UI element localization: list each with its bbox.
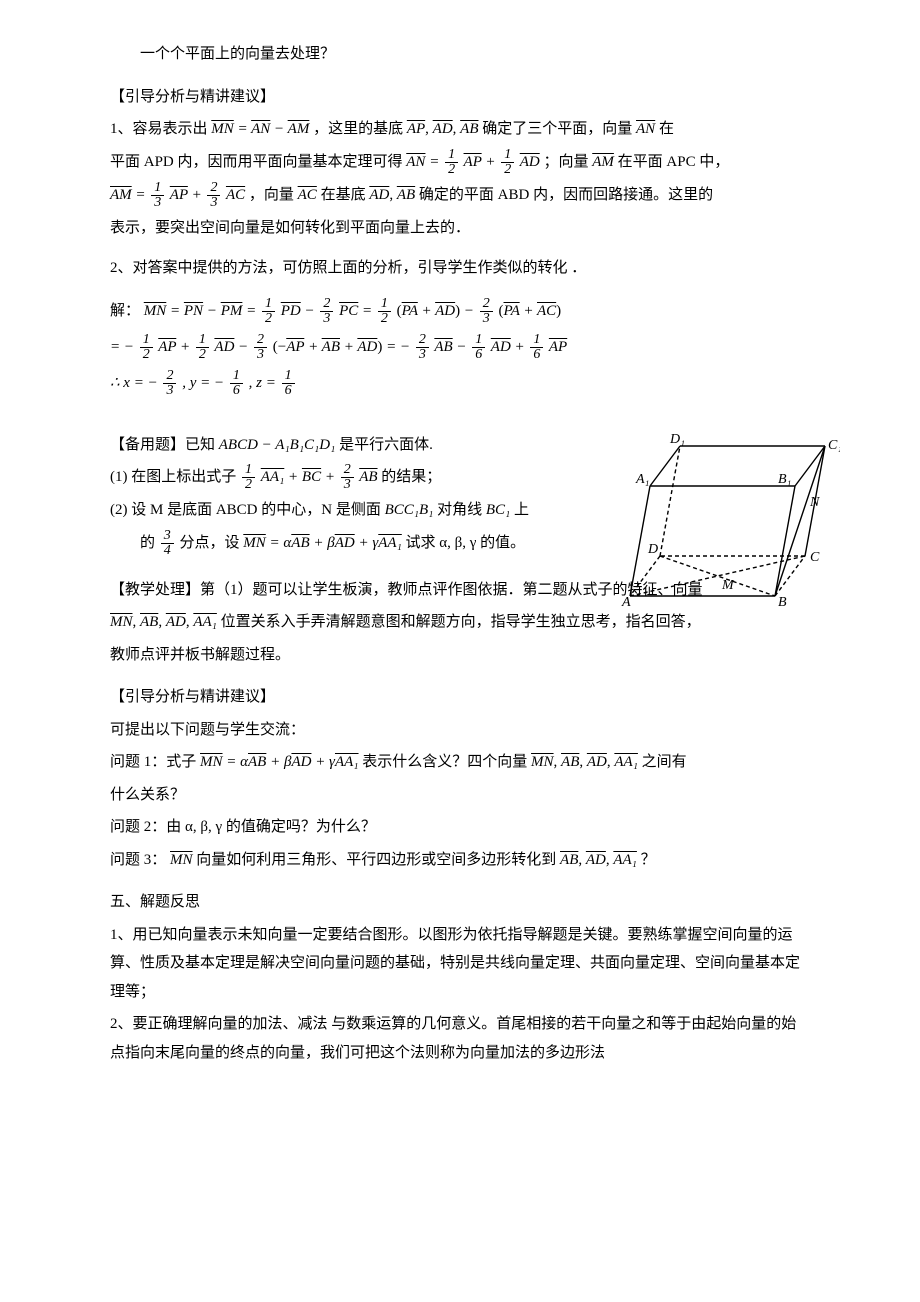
- question-1-l1: 问题 1：式子 MN = αAB + βAD + γAA₁ 表示什么含义？四个向…: [110, 748, 810, 777]
- fig-label-D1: D₁: [669, 432, 685, 447]
- guide2-intro: 可提出以下问题与学生交流：: [110, 716, 810, 745]
- solution-line-1: 解： MN = PN − PM = 12 PD − 23 PC = 12 (PA…: [110, 293, 810, 329]
- backup-problem-block: A B C D A₁ B₁ C₁ D₁ M N 【备用题】已知 ABCD − A…: [110, 431, 810, 558]
- question-1-l2: 什么关系？: [110, 781, 810, 810]
- para-1-line2: 平面 APD 内，因而用平面向量基本定理可得 AN = 12 AP + 12 A…: [110, 148, 810, 177]
- document-page: 一个个平面上的向量去处理？ 【引导分析与精讲建议】 1、容易表示出 MN = A…: [0, 0, 920, 1302]
- fragment-line: 一个个平面上的向量去处理？: [110, 40, 810, 69]
- fig-label-A: A: [621, 595, 631, 606]
- fig-label-C1: C₁: [828, 438, 840, 453]
- question-3: 问题 3： MN 向量如何利用三角形、平行四边形或空间多边形转化到 AB, AD…: [110, 846, 810, 875]
- section-guidance-1: 【引导分析与精讲建议】: [110, 83, 810, 112]
- teaching-l3: 教师点评并板书解题过程。: [110, 641, 810, 670]
- question-2: 问题 2：由 α, β, γ 的值确定吗？为什么？: [110, 813, 810, 842]
- fig-label-A1: A₁: [635, 472, 649, 487]
- parallelepiped-figure: A B C D A₁ B₁ C₁ D₁ M N: [600, 431, 840, 606]
- fig-label-C: C: [810, 550, 820, 565]
- fig-label-B: B: [778, 595, 787, 606]
- solution-line-3: ∴ x = − 23 , y = − 16 , z = 16: [110, 365, 810, 401]
- fig-label-B1: B₁: [778, 472, 791, 487]
- fig-label-N: N: [809, 495, 820, 510]
- fig-label-M: M: [721, 578, 735, 593]
- backup-q2-l1: (2) 设 M 是底面 ABCD 的中心，N 是侧面 BCC₁B₁ 对角线 BC…: [110, 496, 570, 525]
- para-2: 2、对答案中提供的方法，可仿照上面的分析，引导学生作类似的转化 ．: [110, 254, 810, 283]
- para-1-line3: AM = 13 AP + 23 AC ，向量 AC 在基底 AD, AB 确定的…: [110, 181, 810, 210]
- teaching-l2: MN, AB, AD, AA₁ 位置关系入手弄清解题意图和解题方向，指导学生独立…: [110, 608, 810, 637]
- backup-q2-l2: 的 34 分点，设 MN = αAB + βAD + γAA₁ 试求 α, β,…: [110, 529, 600, 558]
- sec5-p1: 1、用已知向量表示未知向量一定要结合图形。以图形为依托指导解题是关键。要熟练掌握…: [110, 921, 810, 1007]
- section-5-title: 五、解题反思: [110, 888, 810, 917]
- para-1-line4: 表示，要突出空间向量是如何转化到平面向量上去的．: [110, 214, 810, 243]
- sec5-p2: 2、要正确理解向量的加法、减法 与数乘运算的几何意义。首尾相接的若干向量之和等于…: [110, 1010, 810, 1067]
- para-1-line1: 1、容易表示出 MN = AN − AM ，这里的基底 AP, AD, AB 确…: [110, 115, 810, 144]
- section-guidance-2: 【引导分析与精讲建议】: [110, 683, 810, 712]
- backup-q1: (1) 在图上标出式子 12 AA₁ + BC + 23 AB 的结果；: [110, 463, 570, 492]
- fig-label-D: D: [647, 542, 658, 557]
- solution-block: 解： MN = PN − PM = 12 PD − 23 PC = 12 (PA…: [110, 293, 810, 401]
- solution-line-2: = − 12 AP + 12 AD − 23 (−AP + AB + AD) =…: [110, 329, 810, 365]
